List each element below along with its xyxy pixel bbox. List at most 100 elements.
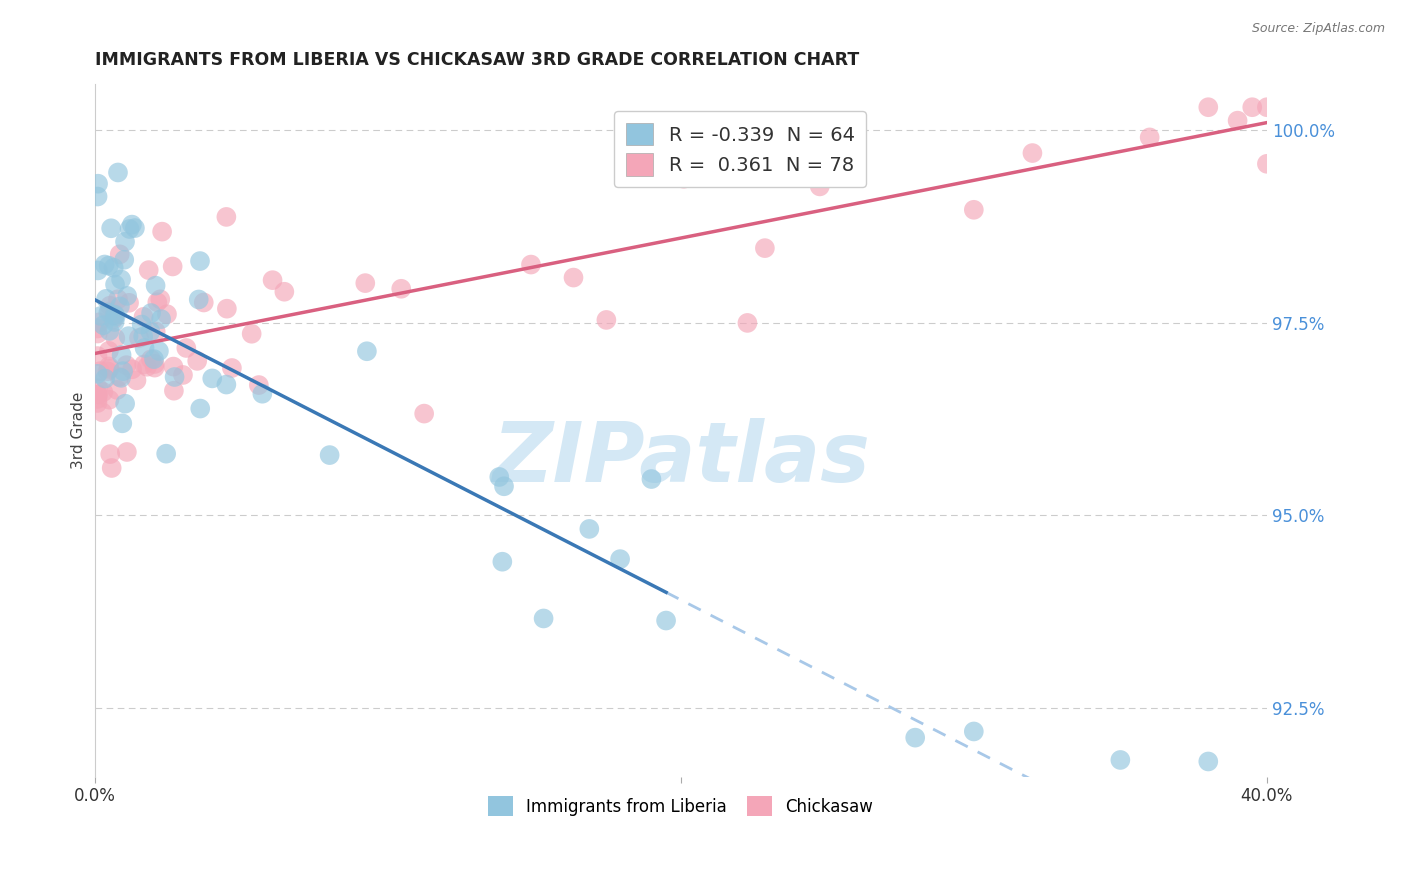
- Point: [904, 731, 927, 745]
- Point: [1241, 100, 1264, 114]
- Point: [86, 189, 108, 203]
- Point: [162, 260, 184, 274]
- Point: [252, 386, 274, 401]
- Point: [413, 407, 436, 421]
- Text: IMMIGRANTS FROM LIBERIA VS CHICKASAW 3RD GRADE CORRELATION CHART: IMMIGRANTS FROM LIBERIA VS CHICKASAW 3RD…: [94, 51, 859, 69]
- Point: [240, 326, 263, 341]
- Point: [104, 308, 127, 322]
- Point: [172, 368, 194, 382]
- Point: [578, 522, 600, 536]
- Point: [103, 312, 125, 326]
- Point: [104, 308, 127, 322]
- Point: [132, 310, 155, 324]
- Point: [188, 254, 211, 268]
- Point: [136, 359, 159, 374]
- Point: [125, 373, 148, 387]
- Point: [115, 358, 138, 372]
- Point: [162, 359, 184, 374]
- Point: [100, 221, 122, 235]
- Point: [148, 344, 170, 359]
- Point: [98, 392, 121, 407]
- Point: [247, 378, 270, 392]
- Point: [186, 354, 208, 368]
- Point: [97, 343, 120, 358]
- Point: [138, 263, 160, 277]
- Point: [118, 295, 141, 310]
- Point: [963, 202, 986, 217]
- Point: [87, 326, 110, 341]
- Point: [98, 362, 121, 376]
- Point: [146, 295, 169, 310]
- Point: [108, 247, 131, 261]
- Point: [86, 349, 108, 363]
- Point: [492, 479, 515, 493]
- Point: [87, 381, 110, 395]
- Point: [145, 325, 167, 339]
- Point: [595, 313, 617, 327]
- Point: [156, 307, 179, 321]
- Point: [609, 552, 631, 566]
- Point: [520, 258, 543, 272]
- Point: [87, 387, 110, 401]
- Point: [131, 318, 153, 332]
- Point: [110, 348, 132, 362]
- Point: [193, 295, 215, 310]
- Point: [121, 362, 143, 376]
- Point: [110, 272, 132, 286]
- Point: [145, 278, 167, 293]
- Point: [163, 384, 186, 398]
- Point: [121, 218, 143, 232]
- Point: [150, 225, 173, 239]
- Point: [215, 301, 238, 316]
- Point: [104, 277, 127, 292]
- Point: [808, 179, 831, 194]
- Point: [86, 396, 108, 410]
- Point: [98, 299, 121, 313]
- Point: [139, 352, 162, 367]
- Point: [86, 367, 108, 381]
- Point: [134, 341, 156, 355]
- Point: [112, 364, 135, 378]
- Point: [262, 273, 284, 287]
- Point: [94, 371, 117, 385]
- Point: [562, 270, 585, 285]
- Point: [737, 316, 759, 330]
- Point: [89, 364, 111, 378]
- Point: [1226, 113, 1249, 128]
- Point: [91, 384, 114, 399]
- Point: [1197, 100, 1219, 114]
- Point: [188, 401, 211, 416]
- Point: [215, 377, 238, 392]
- Point: [115, 289, 138, 303]
- Point: [110, 371, 132, 385]
- Point: [98, 324, 121, 338]
- Point: [87, 315, 110, 329]
- Point: [108, 369, 131, 384]
- Point: [163, 370, 186, 384]
- Point: [94, 292, 117, 306]
- Point: [1256, 157, 1278, 171]
- Point: [273, 285, 295, 299]
- Point: [176, 341, 198, 355]
- Point: [672, 171, 695, 186]
- Point: [754, 241, 776, 255]
- Point: [104, 331, 127, 345]
- Y-axis label: 3rd Grade: 3rd Grade: [72, 392, 86, 469]
- Point: [356, 344, 378, 359]
- Point: [318, 448, 340, 462]
- Point: [86, 392, 108, 406]
- Point: [139, 325, 162, 339]
- Text: Source: ZipAtlas.com: Source: ZipAtlas.com: [1251, 22, 1385, 36]
- Point: [143, 357, 166, 371]
- Point: [98, 304, 121, 318]
- Point: [104, 315, 127, 329]
- Point: [97, 259, 120, 273]
- Point: [187, 293, 209, 307]
- Point: [112, 252, 135, 267]
- Point: [128, 331, 150, 345]
- Point: [143, 352, 166, 367]
- Point: [354, 276, 377, 290]
- Point: [1256, 100, 1278, 114]
- Point: [87, 177, 110, 191]
- Point: [87, 263, 110, 277]
